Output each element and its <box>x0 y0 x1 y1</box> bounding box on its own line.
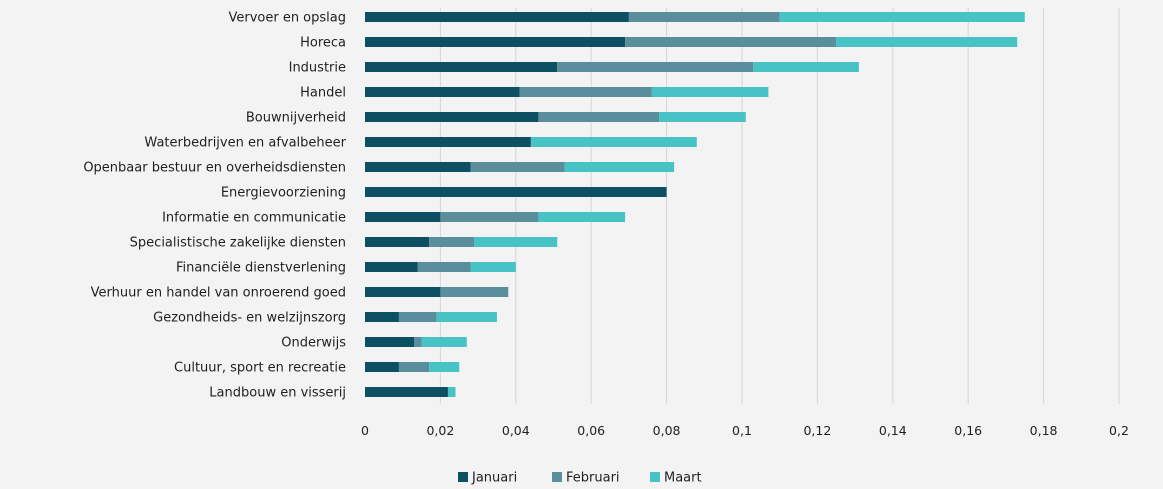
bar-segment-januari <box>365 37 626 47</box>
x-tick-label: 0,06 <box>577 423 605 438</box>
bar-segment-maart <box>429 362 460 372</box>
bar-segment-maart <box>779 12 1025 22</box>
bar-segment-januari <box>365 212 441 222</box>
category-label: Horeca <box>300 36 346 51</box>
bar-segment-februari <box>628 12 780 22</box>
bar-segment-januari <box>365 62 558 72</box>
bar-segment-februari <box>538 112 660 122</box>
x-axis-tick-labels: 0 0,02 0,04 0,06 0,08 0,1 0,12 0,14 0,16 0,18 0,2 <box>361 423 1129 438</box>
bar-segment-januari <box>365 137 531 147</box>
bar-segment-maart <box>836 37 1018 47</box>
bar-segment-maart <box>436 312 497 322</box>
bar-segment-januari <box>365 112 539 122</box>
bar-segment-januari <box>365 162 471 172</box>
bar-segment-februari <box>557 62 754 72</box>
bar-segment-maart <box>651 87 769 97</box>
category-label: Vervoer en opslag <box>228 11 346 26</box>
bar-segment-januari <box>365 87 520 97</box>
x-tick-label: 0,16 <box>954 423 982 438</box>
category-label: Cultuur, sport en recreatie <box>174 361 346 376</box>
bar-segment-maart <box>659 112 746 122</box>
bar-segment-maart <box>474 237 558 247</box>
bar-segment-maart <box>753 62 859 72</box>
bar-segment-maart <box>421 337 467 347</box>
legend-swatch-januari <box>458 472 468 482</box>
category-label: Specialistische zakelijke diensten <box>130 236 346 251</box>
legend-label-januari: Januari <box>471 471 517 486</box>
bar-segment-januari <box>365 337 415 347</box>
category-label: Verhuur en handel van onroerend goed <box>91 286 346 301</box>
bar-segment-januari <box>365 362 399 372</box>
category-label: Gezondheids- en welzijnszorg <box>153 311 346 326</box>
bar-segment-januari <box>365 12 629 22</box>
category-label: Industrie <box>289 61 346 76</box>
category-labels: Vervoer en opslag Horeca Industrie Handel Bo… <box>83 11 346 401</box>
legend-label-februari: Februari <box>566 471 620 486</box>
category-label: Openbaar bestuur en overheidsdiensten <box>83 161 346 176</box>
bar-segment-februari <box>625 37 837 47</box>
category-label: Handel <box>300 86 346 101</box>
x-tick-label: 0,14 <box>879 423 907 438</box>
bar-segment-februari <box>429 237 475 247</box>
bar-segment-februari <box>398 312 437 322</box>
bar-segment-januari <box>365 187 667 197</box>
legend-swatch-februari <box>552 472 562 482</box>
bar-segment-februari <box>414 337 422 347</box>
bar-segment-februari <box>470 162 565 172</box>
category-label: Energievoorziening <box>221 186 346 201</box>
x-tick-label: 0 <box>361 423 369 438</box>
category-label: Informatie en communicatie <box>162 211 346 226</box>
x-tick-label: 0,18 <box>1030 423 1058 438</box>
bar-segment-januari <box>365 262 418 272</box>
x-tick-label: 0,1 <box>732 423 752 438</box>
grid-lines <box>439 8 1120 404</box>
bar-segment-februari <box>417 262 471 272</box>
bar-segment-februari <box>519 87 652 97</box>
bar-segment-maart <box>447 387 456 397</box>
bars <box>365 12 1025 397</box>
bar-segment-januari <box>365 237 430 247</box>
bar-segment-maart <box>470 262 516 272</box>
legend-label-maart: Maart <box>664 471 702 486</box>
bar-segment-januari <box>365 387 448 397</box>
category-label: Financiële dienstverlening <box>176 261 346 276</box>
bar-segment-januari <box>365 312 399 322</box>
x-tick-label: 0,12 <box>803 423 831 438</box>
legend-swatch-maart <box>650 472 660 482</box>
category-label: Onderwijs <box>281 336 346 351</box>
x-tick-label: 0,02 <box>426 423 454 438</box>
bar-segment-januari <box>365 287 441 297</box>
x-tick-label: 0,2 <box>1109 423 1129 438</box>
category-label: Landbouw en visserij <box>209 386 346 401</box>
bar-segment-februari <box>440 212 539 222</box>
category-label: Waterbedrijven en afvalbeheer <box>144 136 346 151</box>
bar-segment-februari <box>440 287 509 297</box>
bar-segment-maart <box>530 137 697 147</box>
bar-segment-maart <box>564 162 675 172</box>
category-label: Bouwnijverheid <box>246 111 346 126</box>
x-tick-label: 0,08 <box>653 423 681 438</box>
x-tick-label: 0,04 <box>502 423 530 438</box>
legend: Januari Februari Maart <box>458 471 702 486</box>
bar-segment-februari <box>398 362 430 372</box>
bar-segment-maart <box>538 212 626 222</box>
